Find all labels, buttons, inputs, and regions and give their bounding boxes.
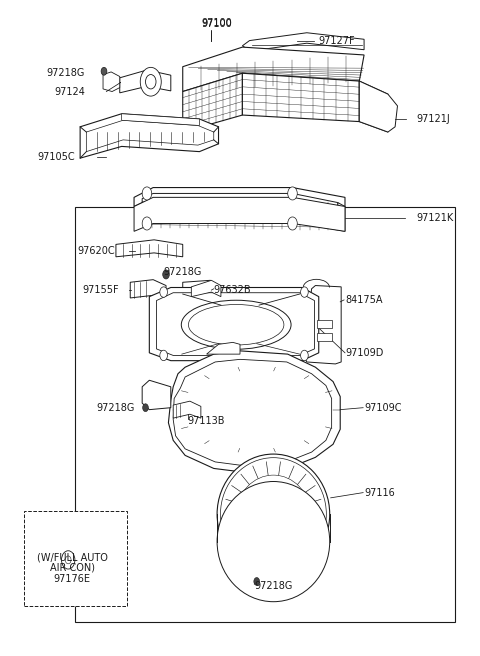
Text: 97218G: 97218G bbox=[254, 581, 293, 591]
Circle shape bbox=[160, 350, 168, 361]
Text: 97116: 97116 bbox=[364, 487, 395, 498]
Polygon shape bbox=[242, 73, 360, 121]
Text: 84175A: 84175A bbox=[345, 295, 383, 305]
Polygon shape bbox=[103, 72, 120, 92]
Text: 97127F: 97127F bbox=[319, 35, 355, 45]
Circle shape bbox=[288, 217, 297, 230]
Text: 97218G: 97218G bbox=[164, 268, 202, 277]
Circle shape bbox=[143, 404, 148, 411]
Text: (W/FULL AUTO: (W/FULL AUTO bbox=[36, 553, 108, 563]
Polygon shape bbox=[156, 293, 314, 356]
Polygon shape bbox=[173, 401, 201, 418]
Polygon shape bbox=[130, 279, 166, 298]
Polygon shape bbox=[360, 81, 397, 132]
Polygon shape bbox=[206, 342, 240, 354]
Ellipse shape bbox=[220, 458, 326, 571]
Circle shape bbox=[160, 287, 168, 297]
Polygon shape bbox=[242, 33, 364, 51]
Polygon shape bbox=[142, 194, 338, 230]
Bar bbox=[317, 320, 332, 328]
Text: 97632B: 97632B bbox=[214, 285, 252, 295]
Text: 97620C: 97620C bbox=[77, 246, 115, 256]
Text: 97121K: 97121K bbox=[417, 213, 454, 223]
Text: 97218G: 97218G bbox=[47, 68, 85, 78]
Polygon shape bbox=[338, 203, 345, 232]
Circle shape bbox=[101, 68, 107, 75]
Polygon shape bbox=[56, 549, 95, 568]
Text: 97105C: 97105C bbox=[38, 152, 75, 162]
Polygon shape bbox=[80, 113, 218, 158]
Text: 97176E: 97176E bbox=[53, 575, 91, 584]
Polygon shape bbox=[149, 287, 319, 361]
Polygon shape bbox=[360, 81, 388, 132]
Bar bbox=[317, 333, 332, 341]
Polygon shape bbox=[183, 73, 242, 132]
Circle shape bbox=[145, 75, 156, 89]
Text: 97100: 97100 bbox=[202, 18, 233, 28]
Text: 97109C: 97109C bbox=[364, 403, 402, 413]
Circle shape bbox=[142, 187, 152, 200]
Polygon shape bbox=[142, 380, 171, 409]
Text: AIR CON): AIR CON) bbox=[49, 563, 95, 573]
Text: 97124: 97124 bbox=[54, 87, 85, 96]
Text: 97100: 97100 bbox=[202, 20, 233, 30]
Ellipse shape bbox=[189, 304, 284, 345]
Circle shape bbox=[254, 577, 260, 585]
Circle shape bbox=[300, 287, 308, 297]
Text: 97121J: 97121J bbox=[417, 114, 450, 124]
Ellipse shape bbox=[258, 498, 289, 531]
Polygon shape bbox=[304, 285, 341, 364]
Circle shape bbox=[140, 68, 161, 96]
Polygon shape bbox=[120, 70, 171, 93]
Polygon shape bbox=[168, 351, 340, 472]
Ellipse shape bbox=[217, 482, 330, 602]
Text: 97109D: 97109D bbox=[345, 348, 384, 358]
Circle shape bbox=[142, 217, 152, 230]
Polygon shape bbox=[134, 188, 345, 207]
Circle shape bbox=[65, 556, 71, 564]
Text: 97218G: 97218G bbox=[96, 403, 135, 413]
Circle shape bbox=[61, 551, 75, 569]
Text: 97155F: 97155F bbox=[83, 285, 119, 295]
Polygon shape bbox=[183, 280, 214, 298]
Circle shape bbox=[300, 350, 308, 361]
Circle shape bbox=[163, 270, 169, 279]
Ellipse shape bbox=[237, 475, 310, 553]
Polygon shape bbox=[183, 47, 364, 92]
Ellipse shape bbox=[217, 454, 330, 574]
Circle shape bbox=[288, 187, 297, 200]
Bar bbox=[24, 511, 127, 605]
Polygon shape bbox=[121, 113, 199, 125]
Ellipse shape bbox=[265, 506, 281, 523]
Text: 97113B: 97113B bbox=[188, 416, 225, 426]
Ellipse shape bbox=[181, 300, 291, 349]
Polygon shape bbox=[134, 197, 345, 232]
Polygon shape bbox=[116, 240, 183, 256]
Polygon shape bbox=[192, 280, 221, 297]
Ellipse shape bbox=[254, 493, 293, 535]
Bar bbox=[75, 207, 455, 622]
Polygon shape bbox=[86, 120, 214, 152]
Polygon shape bbox=[173, 359, 332, 465]
